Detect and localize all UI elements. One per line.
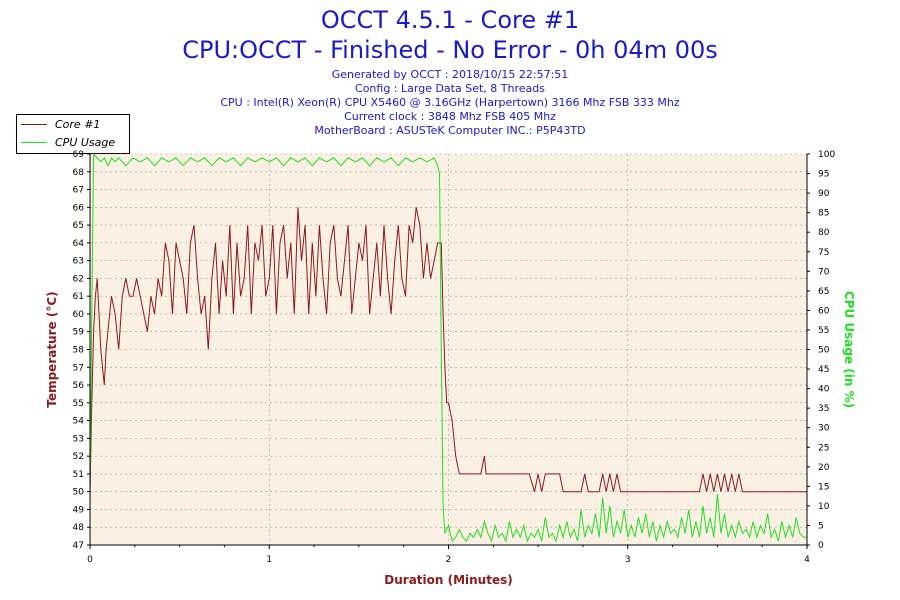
y-right-tick-label: 80 (818, 228, 830, 238)
chart-info: Generated by OCCT : 2018/10/15 22:57:51 … (0, 68, 900, 138)
y-right-tick-label: 45 (818, 365, 829, 375)
legend-swatch-core (21, 123, 47, 125)
y-right-tick-label: 70 (818, 267, 830, 277)
chart-title: OCCT 4.5.1 - Core #1 (320, 6, 580, 34)
legend-entry-core: Core #1 (21, 117, 100, 131)
y-left-tick-label: 68 (73, 168, 85, 178)
axes: 4748495051525354555657585960616263646566… (73, 150, 836, 565)
y-left-tick-label: 65 (73, 221, 84, 231)
y-left-tick-label: 50 (73, 488, 85, 498)
x-tick-label: 3 (625, 555, 631, 565)
x-tick-label: 2 (446, 555, 452, 565)
info-config: Config : Large Data Set, 8 Threads (355, 82, 545, 95)
chart-subtitle: CPU:OCCT - Finished - No Error - 0h 04m … (182, 36, 718, 64)
series-layer (89, 152, 807, 543)
y-right-tick-label: 5 (818, 521, 824, 531)
y-left-tick-label: 56 (73, 381, 85, 391)
y-axis-label-right: CPU Usage (in %) (842, 291, 856, 408)
x-tick-label: 0 (87, 555, 93, 565)
y-left-tick-label: 59 (73, 328, 85, 338)
y-right-tick-label: 50 (818, 346, 830, 356)
y-left-tick-label: 62 (73, 274, 84, 284)
info-clock: Current clock : 3848 Mhz FSB 405 Mhz (344, 110, 556, 123)
y-right-tick-label: 25 (818, 443, 829, 453)
y-right-tick-label: 90 (818, 189, 830, 199)
y-left-tick-label: 47 (73, 541, 84, 551)
info-cpu: CPU : Intel(R) Xeon(R) CPU X5460 @ 3.16G… (220, 96, 680, 109)
legend-label-cpu: CPU Usage (55, 135, 116, 149)
series-line-core (89, 207, 807, 493)
y-left-tick-label: 64 (73, 239, 85, 249)
y-right-tick-label: 60 (818, 306, 830, 316)
grid-lines (90, 153, 807, 545)
y-right-tick-label: 35 (818, 404, 829, 414)
series-line-cpu-usage (89, 152, 807, 543)
y-left-tick-label: 63 (73, 257, 84, 267)
y-right-tick-label: 0 (818, 541, 824, 551)
y-left-tick-label: 60 (73, 310, 85, 320)
y-left-tick-label: 57 (73, 363, 84, 373)
y-axis-label-left: Temperature (°C) (45, 291, 59, 407)
y-left-tick-label: 53 (73, 434, 84, 444)
y-left-tick-label: 61 (73, 292, 84, 302)
y-left-tick-label: 69 (73, 150, 85, 160)
y-right-tick-label: 75 (818, 248, 829, 258)
legend-entry-cpu: CPU Usage (21, 135, 115, 149)
y-left-tick-label: 49 (73, 505, 85, 515)
y-right-tick-label: 55 (818, 326, 829, 336)
y-left-tick-label: 58 (73, 346, 85, 356)
y-right-tick-label: 65 (818, 287, 829, 297)
y-left-tick-label: 67 (73, 186, 84, 196)
y-right-tick-label: 40 (818, 385, 830, 395)
y-right-tick-label: 95 (818, 170, 829, 180)
y-right-tick-label: 20 (818, 463, 830, 473)
info-generated: Generated by OCCT : 2018/10/15 22:57:51 (331, 68, 569, 81)
y-left-tick-label: 54 (73, 417, 85, 427)
chart-legend: Core #1 CPU Usage (16, 114, 130, 154)
x-axis-label: Duration (Minutes) (384, 573, 512, 587)
legend-label-core: Core #1 (55, 117, 101, 131)
y-right-tick-label: 30 (818, 424, 830, 434)
y-right-tick-label: 100 (818, 150, 835, 160)
y-right-tick-label: 10 (818, 502, 830, 512)
y-left-tick-label: 48 (73, 523, 85, 533)
y-right-tick-label: 85 (818, 209, 829, 219)
x-tick-label: 1 (266, 555, 272, 565)
y-left-tick-label: 51 (73, 470, 84, 480)
info-motherboard: MotherBoard : ASUSTeK Computer INC.: P5P… (314, 124, 586, 137)
y-left-tick-label: 52 (73, 452, 84, 462)
y-left-tick-label: 55 (73, 399, 84, 409)
y-left-tick-label: 66 (73, 203, 85, 213)
x-tick-label: 4 (804, 555, 810, 565)
legend-swatch-cpu (21, 141, 47, 143)
y-right-tick-label: 15 (818, 482, 829, 492)
